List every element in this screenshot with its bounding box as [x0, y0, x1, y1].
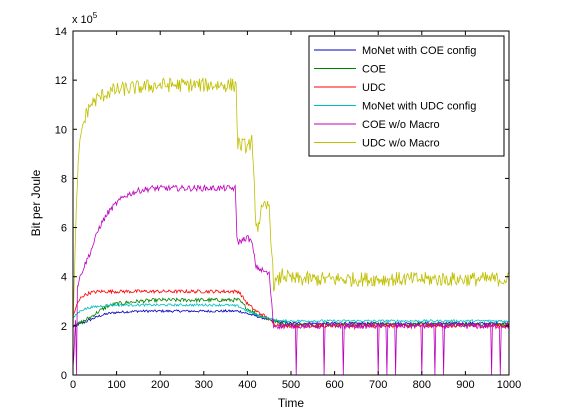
series-line-3 — [73, 303, 509, 324]
legend-label: UDC w/o Macro — [362, 138, 440, 150]
x-tick-label: 800 — [413, 379, 431, 391]
x-tick-label: 100 — [107, 379, 125, 391]
legend: MoNet with COE config COE UDC MoNet with UD… — [308, 35, 505, 157]
y-tick-label: 8 — [61, 173, 67, 185]
y-tick-label: 14 — [55, 26, 67, 38]
y-exponent-base: x 10 — [72, 14, 93, 26]
x-tick-label: 900 — [456, 379, 474, 391]
x-tick-label: 0 — [70, 379, 76, 391]
x-tick-label: 1000 — [497, 379, 521, 391]
y-tick-label: 2 — [61, 321, 67, 333]
y-tick-label: 10 — [55, 124, 67, 136]
x-tick-label: 200 — [151, 379, 169, 391]
x-axis-label: Time — [278, 396, 305, 410]
series-line-4 — [73, 183, 509, 375]
legend-label: MoNet with UDC config — [362, 101, 476, 113]
legend-label: COE w/o Macro — [362, 119, 440, 131]
tick-layer: 0 100 200 300 400 500 600 700 800 900 1000 0 2 4 6 8 10 1… — [55, 26, 521, 391]
legend-entries: MoNet with COE config COE UDC MoNet with UD… — [314, 45, 476, 150]
y-tick-label: 12 — [55, 75, 67, 87]
y-axis-label: Bit per Joule — [29, 169, 43, 236]
legend-box — [308, 35, 505, 157]
series-line-5 — [73, 77, 509, 332]
x-tick-label: 700 — [369, 379, 387, 391]
y-tick-label: 0 — [61, 370, 67, 382]
y-tick-label: 4 — [61, 272, 67, 284]
x-tick-label: 500 — [282, 379, 300, 391]
y-exponent-label: x 105 — [72, 11, 98, 26]
x-tick-label: 400 — [238, 379, 256, 391]
legend-label: UDC — [362, 82, 386, 94]
x-tick-label: 300 — [195, 379, 213, 391]
legend-label: MoNet with COE config — [362, 45, 476, 57]
x-tick-label: 600 — [325, 379, 343, 391]
y-exponent-power: 5 — [93, 11, 98, 20]
legend-label: COE — [362, 64, 386, 76]
y-tick-label: 6 — [61, 223, 67, 235]
series-layer — [73, 77, 509, 375]
